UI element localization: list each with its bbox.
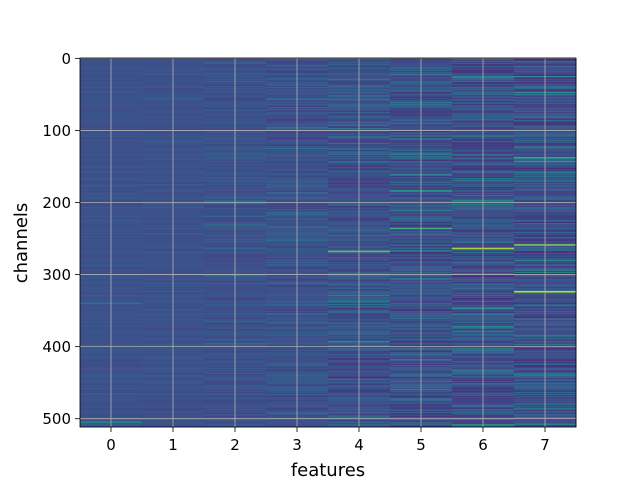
y-tick-label: 200 bbox=[42, 194, 71, 212]
y-axis-ticks: 0 100 200 300 400 500 bbox=[42, 50, 80, 428]
x-tick-label: 2 bbox=[230, 436, 240, 454]
plot-frame bbox=[79, 57, 577, 428]
x-tick-label: 4 bbox=[354, 436, 364, 454]
x-tick-label: 6 bbox=[478, 436, 488, 454]
x-tick-label: 5 bbox=[416, 436, 426, 454]
x-tick-label: 0 bbox=[106, 436, 116, 454]
y-tick-label: 0 bbox=[61, 50, 71, 68]
x-tick-label: 1 bbox=[168, 436, 178, 454]
x-tick-label: 7 bbox=[540, 436, 550, 454]
grid-lines bbox=[80, 57, 576, 427]
y-tick-label: 300 bbox=[42, 266, 71, 284]
y-tick-label: 400 bbox=[42, 338, 71, 356]
y-axis-label: channels bbox=[11, 203, 32, 284]
y-tick-label: 500 bbox=[42, 410, 71, 428]
heatmap-cells bbox=[80, 58, 577, 428]
x-tick-label: 3 bbox=[292, 436, 302, 454]
x-axis-ticks: 0 1 2 3 4 5 6 7 bbox=[106, 427, 550, 454]
y-tick-label: 100 bbox=[42, 122, 71, 140]
x-axis-label: features bbox=[291, 460, 365, 480]
